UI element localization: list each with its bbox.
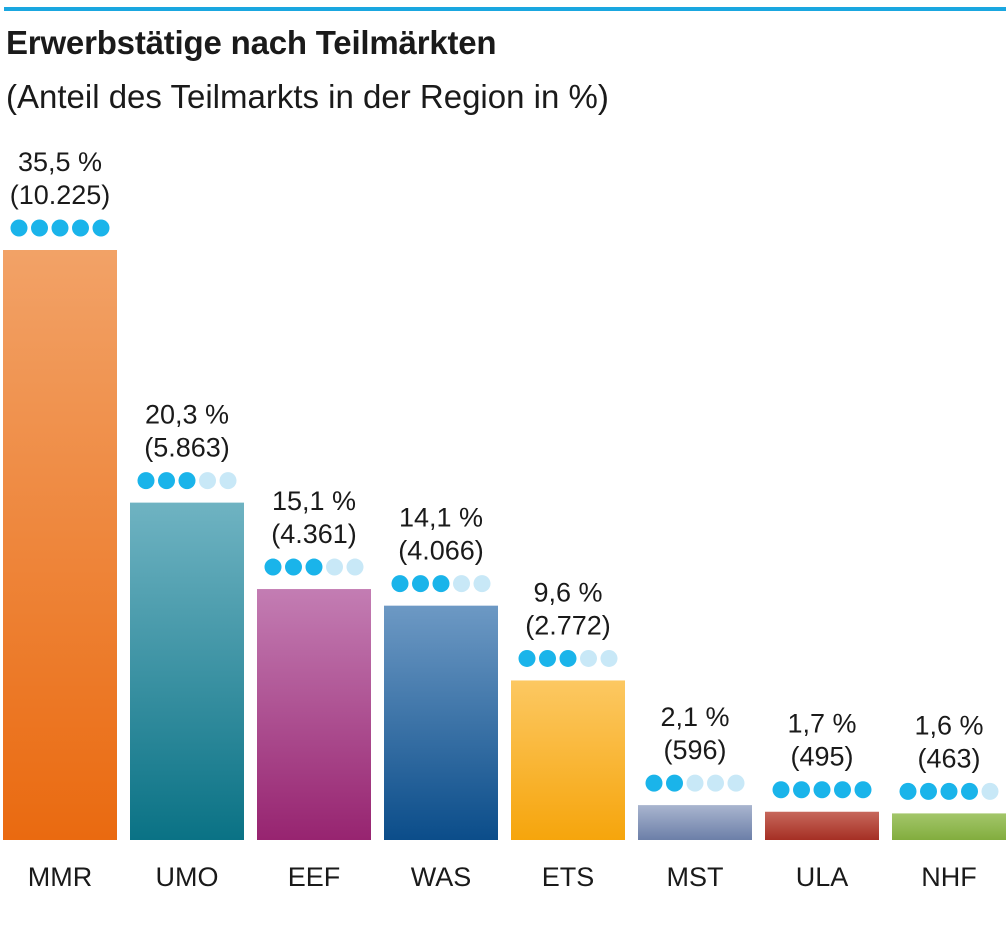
category-label: EEF <box>288 862 341 892</box>
rating-dot <box>72 219 89 237</box>
category-label: UMO <box>156 862 219 892</box>
rating-dot <box>834 781 851 799</box>
rating-dot <box>264 558 282 576</box>
rating-dot <box>51 219 69 237</box>
percent-label: 15,1 % <box>272 486 356 516</box>
count-label: (463) <box>917 743 980 773</box>
count-label: (5.863) <box>144 433 230 463</box>
rating-dot <box>559 649 577 667</box>
rating-dot <box>940 782 958 800</box>
rating-dot <box>981 782 999 800</box>
bar-mst <box>638 805 752 840</box>
rating-dot <box>772 781 790 799</box>
bar-was <box>384 605 498 840</box>
rating-dot <box>199 472 216 490</box>
rating-dot <box>518 649 536 667</box>
percent-label: 1,6 % <box>914 710 983 740</box>
rating-dot <box>412 575 429 593</box>
rating-dot <box>539 649 556 667</box>
rating-dot <box>813 781 831 799</box>
rating-dot <box>92 219 110 237</box>
percent-label: 1,7 % <box>787 709 856 739</box>
count-label: (4.066) <box>398 536 484 566</box>
count-label: (2.772) <box>525 610 611 640</box>
rating-dot <box>666 774 683 792</box>
rating-dot <box>10 219 28 237</box>
rating-dot <box>727 774 745 792</box>
percent-label: 20,3 % <box>145 400 229 430</box>
rating-dot <box>178 472 196 490</box>
rating-dot <box>793 781 810 799</box>
rating-dot <box>645 774 663 792</box>
rating-dot <box>686 774 704 792</box>
category-label: NHF <box>921 862 977 892</box>
rating-dot <box>137 472 155 490</box>
chart-subtitle: (Anteil des Teilmarkts in der Region in … <box>6 78 609 115</box>
rating-dot <box>961 782 978 800</box>
rating-dot <box>432 575 450 593</box>
rating-dot <box>600 649 618 667</box>
rating-dot <box>285 558 302 576</box>
rating-dot <box>920 782 937 800</box>
percent-label: 14,1 % <box>399 503 483 533</box>
rating-dot <box>219 472 237 490</box>
rating-dot <box>391 575 409 593</box>
rating-dot <box>707 774 724 792</box>
bar-ula <box>765 811 879 840</box>
category-label: MMR <box>28 862 92 892</box>
percent-label: 2,1 % <box>660 702 729 732</box>
rating-dot <box>453 575 470 593</box>
bar-mmr <box>3 250 117 840</box>
bar-umo <box>130 502 244 840</box>
rating-dot <box>326 558 343 576</box>
count-label: (10.225) <box>10 180 111 210</box>
category-label: MST <box>667 862 724 892</box>
rating-dot <box>580 649 597 667</box>
count-label: (596) <box>663 735 726 765</box>
chart-title: Erwerbstätige nach Teilmärkten <box>6 24 497 61</box>
bar-nhf <box>892 813 1006 840</box>
rating-dot <box>854 781 872 799</box>
bar-ets <box>511 680 625 840</box>
top-rule <box>4 7 1006 11</box>
rating-dot <box>158 472 175 490</box>
percent-label: 9,6 % <box>533 577 602 607</box>
bar-eef <box>257 589 371 840</box>
count-label: (4.361) <box>271 519 357 549</box>
percent-label: 35,5 % <box>18 147 102 177</box>
rating-dot <box>473 575 491 593</box>
category-label: ETS <box>542 862 595 892</box>
rating-dot <box>346 558 364 576</box>
category-label: ULA <box>796 862 849 892</box>
rating-dot <box>899 782 917 800</box>
count-label: (495) <box>790 742 853 772</box>
category-label: WAS <box>411 862 472 892</box>
rating-dot <box>31 219 48 237</box>
rating-dot <box>305 558 323 576</box>
